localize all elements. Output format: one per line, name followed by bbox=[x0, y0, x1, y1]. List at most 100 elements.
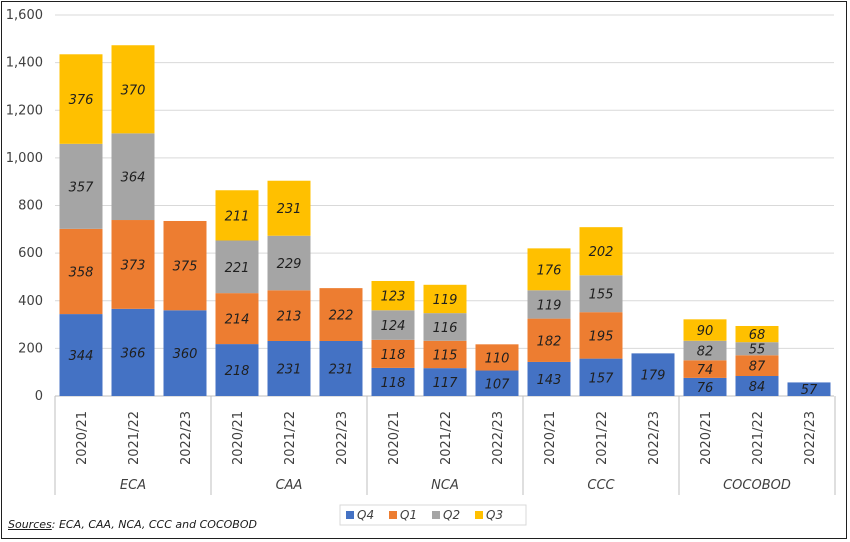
data-label: 82 bbox=[697, 345, 714, 360]
data-label: 357 bbox=[69, 180, 95, 195]
bar-segment-q4 bbox=[319, 340, 363, 396]
y-tick-label: 1,200 bbox=[6, 103, 43, 118]
bar-segment-q2 bbox=[267, 235, 311, 291]
data-label: 202 bbox=[589, 245, 614, 260]
x-category-label: 2022/23 bbox=[179, 411, 194, 465]
x-group-label: CCC bbox=[587, 478, 615, 493]
y-tick-label: 1,400 bbox=[6, 56, 43, 71]
data-label: 358 bbox=[69, 265, 94, 280]
data-label: 231 bbox=[277, 362, 302, 377]
bar-segment-q3 bbox=[735, 325, 779, 343]
bar-segment-q4 bbox=[735, 375, 779, 396]
bar-segment-q3 bbox=[579, 227, 623, 276]
x-category-label: 2022/23 bbox=[647, 411, 662, 465]
y-tick-label: 600 bbox=[18, 246, 43, 261]
legend-label: Q4 bbox=[357, 508, 374, 522]
bar-segment-q4 bbox=[111, 308, 155, 396]
bar-segment-q1 bbox=[423, 340, 467, 369]
y-tick-label: 1,000 bbox=[6, 151, 43, 166]
x-category-label: 2020/21 bbox=[231, 411, 246, 465]
bar-segment-q2 bbox=[735, 342, 779, 356]
bar-segment-q2 bbox=[111, 133, 155, 221]
x-category-label: 2020/21 bbox=[75, 411, 90, 465]
x-category-label: 2021/22 bbox=[439, 411, 454, 465]
x-category-label: 2020/21 bbox=[543, 411, 558, 465]
bar-segment-q2 bbox=[683, 340, 727, 361]
x-category-label: 2021/22 bbox=[595, 411, 610, 465]
data-label: 119 bbox=[537, 298, 562, 313]
y-tick-label: 1,600 bbox=[6, 8, 43, 23]
bar-segment-q2 bbox=[423, 313, 467, 341]
bar-segment-q1 bbox=[527, 318, 571, 362]
data-label: 195 bbox=[589, 329, 614, 344]
x-category-label: 2021/22 bbox=[283, 411, 298, 465]
y-tick-label: 400 bbox=[18, 294, 43, 309]
bar-segment-q4 bbox=[579, 358, 623, 396]
data-label: 366 bbox=[121, 346, 146, 361]
bar-segment-q4 bbox=[631, 353, 675, 396]
data-label: 68 bbox=[749, 328, 766, 343]
data-label: 221 bbox=[225, 261, 250, 276]
legend-label: Q1 bbox=[400, 508, 417, 522]
x-group-label: CAA bbox=[276, 478, 303, 493]
bar-segment-q2 bbox=[371, 310, 415, 340]
bar-segment-q3 bbox=[683, 319, 727, 341]
bar-segment-q1 bbox=[683, 360, 727, 378]
data-label: 360 bbox=[173, 347, 198, 362]
x-category-label: 2022/23 bbox=[335, 411, 350, 465]
data-label: 110 bbox=[485, 351, 510, 366]
data-label: 231 bbox=[277, 202, 302, 217]
bar-segment-q3 bbox=[423, 284, 467, 314]
bar-segment-q3 bbox=[267, 180, 311, 236]
x-category-label: 2020/21 bbox=[699, 411, 714, 465]
data-label: 231 bbox=[329, 362, 354, 377]
bar-segment-q2 bbox=[527, 290, 571, 319]
bar-segment-q4 bbox=[423, 368, 467, 396]
bar-segment-q1 bbox=[371, 339, 415, 368]
bar-segment-q1 bbox=[319, 288, 363, 341]
legend-swatch-q4 bbox=[346, 511, 354, 519]
data-label: 155 bbox=[589, 288, 614, 303]
data-label: 182 bbox=[537, 334, 562, 349]
data-label: 222 bbox=[329, 309, 354, 324]
legend-swatch-q2 bbox=[432, 511, 440, 519]
bar-segment-q1 bbox=[111, 220, 155, 309]
bar-segment-q2 bbox=[215, 240, 259, 294]
bar-segment-q1 bbox=[735, 355, 779, 376]
data-label: 118 bbox=[381, 376, 406, 391]
data-label: 176 bbox=[537, 263, 562, 278]
bar-segment-q1 bbox=[475, 344, 519, 371]
x-category-label: 2021/22 bbox=[127, 411, 142, 465]
data-label: 57 bbox=[801, 383, 818, 398]
data-label: 74 bbox=[697, 363, 714, 378]
data-label: 124 bbox=[381, 319, 406, 334]
bar-segment-q4 bbox=[163, 310, 207, 396]
bar-segment-q1 bbox=[579, 312, 623, 359]
x-group-label: NCA bbox=[431, 478, 459, 493]
data-label: 218 bbox=[225, 364, 250, 379]
x-category-label: 2020/21 bbox=[387, 411, 402, 465]
source-note-text: : ECA, CAA, NCA, CCC and COCOBOD bbox=[51, 518, 257, 531]
bar-segment-q2 bbox=[59, 143, 103, 229]
bar-segment-q4 bbox=[683, 377, 727, 396]
data-label: 116 bbox=[433, 321, 458, 336]
data-label: 123 bbox=[381, 290, 406, 305]
data-label: 229 bbox=[277, 257, 302, 272]
x-category-label: 2022/23 bbox=[803, 411, 818, 465]
bar-segment-q3 bbox=[371, 280, 415, 311]
data-label: 157 bbox=[589, 371, 615, 386]
legend-label: Q3 bbox=[486, 508, 503, 522]
source-note-prefix: Sources bbox=[8, 518, 52, 531]
bar-segment-q4 bbox=[267, 340, 311, 396]
legend-swatch-q1 bbox=[389, 511, 397, 519]
bar-segment-q4 bbox=[527, 361, 571, 396]
x-group-label: ECA bbox=[120, 478, 146, 493]
bar-segment-q1 bbox=[215, 293, 259, 345]
data-label: 376 bbox=[69, 93, 94, 108]
data-label: 90 bbox=[697, 324, 714, 339]
data-label: 84 bbox=[749, 380, 766, 395]
data-label: 214 bbox=[225, 313, 250, 328]
data-label: 370 bbox=[121, 83, 146, 98]
data-label: 115 bbox=[433, 348, 458, 363]
